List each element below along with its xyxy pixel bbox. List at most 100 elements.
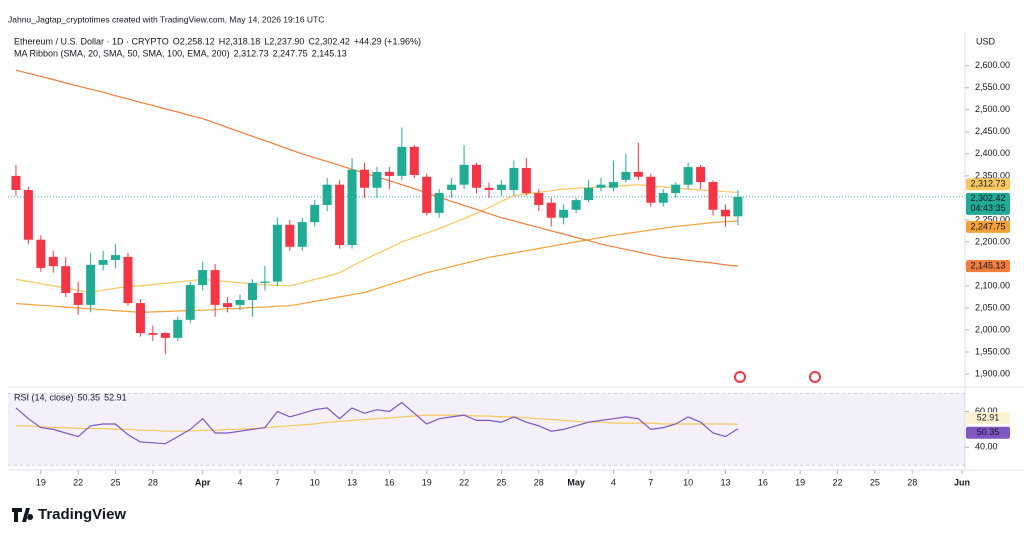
candle-body <box>160 333 170 338</box>
ohlc-value: +44.29 (+1.96%) <box>354 36 421 46</box>
candle-body <box>521 167 531 194</box>
time-tick-label: 13 <box>347 477 357 487</box>
price-tick-label: 2,050.00 <box>975 302 1010 312</box>
candle-body <box>646 176 656 203</box>
price-tick-label: 2,200.00 <box>975 236 1010 246</box>
time-tick-label: Apr <box>195 477 211 487</box>
rsi-tick-label: 60.00 <box>975 406 998 416</box>
candle-body <box>372 171 382 188</box>
candle-body <box>708 182 718 210</box>
price-tick-label: 2,250.00 <box>975 214 1010 224</box>
ohlc-value: C2,302.42 <box>308 36 350 46</box>
price-tick-label: 2,600.00 <box>975 60 1010 70</box>
rsi-axis-box <box>966 426 1010 439</box>
time-tick-label: 10 <box>683 477 693 487</box>
candle-body <box>596 184 606 188</box>
candle-body <box>260 281 270 283</box>
ohlc-value: H2,318.18 <box>219 36 261 46</box>
candle-body <box>422 176 432 213</box>
last-price-box <box>966 192 1010 215</box>
candle-body <box>98 259 108 265</box>
candle-body <box>36 239 46 268</box>
candle-body <box>148 333 158 335</box>
event-flag-inner <box>811 373 819 381</box>
price-tick-label: 2,350.00 <box>975 170 1010 180</box>
ohlc-value: O2,258.12 <box>173 36 215 46</box>
ma-value: 2,312.73 <box>234 48 269 58</box>
time-tick-label: 22 <box>459 477 469 487</box>
time-tick-label: 19 <box>422 477 432 487</box>
time-tick-label: May <box>567 477 585 487</box>
candle-body <box>459 164 469 185</box>
candle-body <box>235 300 245 305</box>
candle-body <box>198 270 208 286</box>
time-tick-label: 28 <box>907 477 917 487</box>
candle-body <box>571 200 581 210</box>
time-tick-label: 25 <box>870 477 880 487</box>
brand-logo: TradingView <box>12 506 126 523</box>
ma-value: 2,145.13 <box>312 48 347 58</box>
event-flag-inner <box>736 373 744 381</box>
candle-body <box>584 187 594 201</box>
candle-body <box>534 193 544 205</box>
candle-body <box>247 282 257 301</box>
candle-body <box>297 222 307 247</box>
rsi-tick-label: 40.00 <box>975 442 998 452</box>
time-tick-label: 13 <box>720 477 730 487</box>
logo-mark <box>12 508 34 522</box>
candle-body <box>720 209 730 217</box>
time-tick-label: 7 <box>648 477 653 487</box>
rsi-axis-label: 52.91 <box>977 413 1000 423</box>
rsi-axis-label: 50.35 <box>977 427 1000 437</box>
price-tick-label: 2,100.00 <box>975 280 1010 290</box>
candle-body <box>73 292 83 305</box>
rsi-legend: RSI (14, close) <box>14 392 74 402</box>
candle-body <box>384 171 394 176</box>
ma-legend: MA Ribbon (SMA, 20, SMA, 50, SMA, 100, E… <box>14 48 230 58</box>
time-tick-label: 7 <box>275 477 280 487</box>
candle-body <box>86 264 96 305</box>
time-tick-label: 22 <box>833 477 843 487</box>
countdown: 04:43:35 <box>970 203 1005 213</box>
ma-axis-label: 2,247.75 <box>970 221 1005 231</box>
candle-body <box>496 184 506 190</box>
candle-body <box>135 303 145 334</box>
candle-body <box>447 184 457 190</box>
candle-body <box>409 146 419 175</box>
ma-axis-label-box <box>966 220 1010 233</box>
time-tick-label: 19 <box>36 477 46 487</box>
candle-body <box>61 266 71 293</box>
candle-body <box>621 171 631 180</box>
symbol-title: Ethereum / U.S. Dollar · 1D · CRYPTO <box>14 36 169 46</box>
candle-body <box>322 184 332 205</box>
brand: TradingView <box>38 506 126 523</box>
time-tick-label: Jun <box>954 477 970 487</box>
candle-body <box>633 171 643 177</box>
time-tick-label: 4 <box>611 477 616 487</box>
candle-body <box>671 184 681 194</box>
candle-body <box>658 193 668 203</box>
ma-axis-label: 2,312.73 <box>970 179 1005 189</box>
rsi-line <box>15 401 739 445</box>
rsi-axis-box <box>966 412 1010 425</box>
time-tick-label: 4 <box>238 477 243 487</box>
candle-body <box>546 202 556 218</box>
candle-body <box>608 182 618 188</box>
candle-body <box>347 169 357 245</box>
candle-body <box>683 167 693 185</box>
price-tick-label: 1,900.00 <box>975 368 1010 378</box>
time-tick-label: 16 <box>758 477 768 487</box>
time-tick-label: 28 <box>534 477 544 487</box>
time-tick-label: 22 <box>73 477 83 487</box>
candle-body <box>310 204 320 223</box>
price-tick-label: 2,400.00 <box>975 148 1010 158</box>
candle-body <box>11 175 21 190</box>
candle-body <box>111 255 121 260</box>
price-tick-label: 2,500.00 <box>975 104 1010 114</box>
candle-body <box>185 285 195 320</box>
price-tick-label: 2,550.00 <box>975 82 1010 92</box>
price-tick-label: 2,000.00 <box>975 324 1010 334</box>
candle-body <box>210 270 220 305</box>
